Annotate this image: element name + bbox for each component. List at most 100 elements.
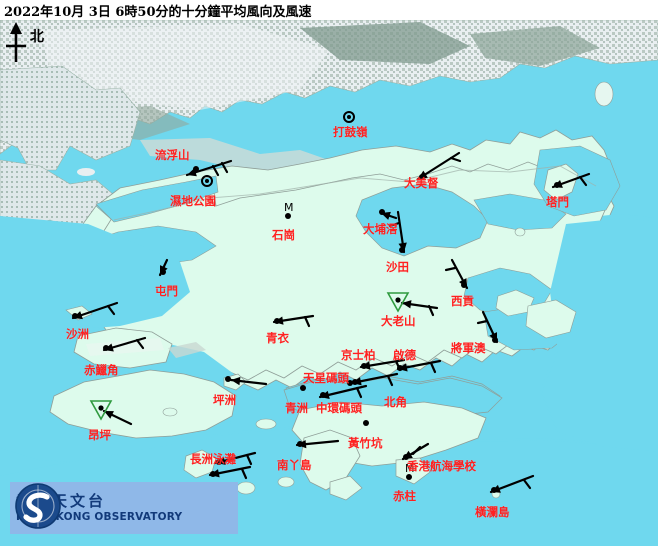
station-marker[interactable] bbox=[210, 471, 216, 477]
station-marker[interactable] bbox=[297, 441, 303, 447]
station-marker[interactable] bbox=[347, 380, 353, 386]
tolo-channel-2 bbox=[473, 193, 567, 231]
station-marker[interactable] bbox=[361, 363, 367, 369]
station-marker[interactable] bbox=[397, 365, 403, 371]
station-label-25[interactable]: 南丫島 bbox=[277, 458, 312, 472]
calm-circle-icon bbox=[201, 175, 213, 187]
station-marker[interactable]: M bbox=[405, 462, 415, 480]
high-island bbox=[525, 299, 577, 339]
station-label-27[interactable]: 香港航海學校 bbox=[407, 459, 476, 473]
sea-fill-west bbox=[0, 216, 190, 330]
station-marker[interactable] bbox=[379, 209, 385, 215]
basemap-svg bbox=[0, 20, 658, 546]
station-label-3[interactable]: 石崗 bbox=[272, 228, 295, 242]
station-marker[interactable] bbox=[320, 392, 326, 398]
station-marker[interactable] bbox=[399, 247, 405, 253]
station-label-6[interactable]: 大埔滘 bbox=[363, 222, 398, 236]
mainland-green-patch-2 bbox=[470, 26, 600, 66]
station-marker[interactable] bbox=[492, 337, 498, 343]
station-label-0[interactable]: 流浮山 bbox=[155, 148, 190, 162]
station-label-9[interactable]: 大老山 bbox=[381, 314, 416, 328]
wind-barb-tick bbox=[411, 445, 422, 456]
lamma-tail bbox=[329, 475, 363, 501]
wind-barb-arrowhead bbox=[231, 376, 241, 386]
station-marker[interactable] bbox=[363, 420, 369, 426]
station-marker[interactable] bbox=[160, 269, 166, 275]
station-label-21[interactable]: 中環碼頭 bbox=[316, 401, 362, 415]
station-marker[interactable] bbox=[491, 487, 497, 493]
station-marker[interactable] bbox=[225, 376, 231, 382]
station-marker[interactable] bbox=[72, 313, 78, 319]
station-dot-icon bbox=[205, 179, 209, 183]
wind-map-canvas: M M 流浮山濕地公園 打鼓嶺石崗 大美督塔門大埔滘沙田西貢大老山將軍澳 屯門沙洲赤鱲角… bbox=[0, 20, 658, 546]
lantau-island bbox=[49, 369, 237, 439]
marine-M-icon: M bbox=[405, 462, 415, 475]
wind-barb-tick bbox=[444, 266, 457, 272]
station-marker[interactable] bbox=[201, 175, 213, 187]
wind-barb-tick bbox=[427, 304, 435, 317]
station-dot-icon bbox=[399, 247, 405, 253]
station-label-26[interactable]: 黃竹坑 bbox=[348, 436, 383, 450]
station-marker[interactable] bbox=[193, 166, 199, 172]
lantau-link bbox=[168, 342, 206, 358]
station-dot-icon bbox=[492, 337, 498, 343]
station-label-28[interactable]: 赤柱 bbox=[393, 489, 416, 503]
station-dot-icon bbox=[379, 209, 385, 215]
station-dot-icon bbox=[193, 166, 199, 172]
wind-barb-tick bbox=[355, 386, 363, 399]
station-label-23[interactable]: 長洲泳灘 bbox=[190, 452, 236, 466]
station-marker[interactable] bbox=[343, 111, 355, 123]
station-dot-icon bbox=[352, 379, 358, 385]
station-dot-icon bbox=[297, 441, 303, 447]
station-marker[interactable] bbox=[300, 385, 306, 391]
station-marker[interactable] bbox=[461, 282, 467, 288]
station-label-13[interactable]: 赤鱲角 bbox=[84, 363, 119, 377]
station-marker[interactable] bbox=[89, 400, 113, 421]
stanley-peninsula bbox=[395, 457, 431, 485]
station-marker[interactable] bbox=[352, 379, 358, 385]
station-label-5[interactable]: 塔門 bbox=[546, 195, 569, 209]
station-label-19[interactable]: 啟德 bbox=[393, 348, 416, 362]
station-label-22[interactable]: 北角 bbox=[384, 395, 407, 409]
station-marker[interactable] bbox=[386, 292, 410, 313]
station-label-12[interactable]: 沙洲 bbox=[66, 327, 89, 341]
station-dot-icon bbox=[397, 365, 403, 371]
station-dot-icon bbox=[274, 318, 280, 324]
mainland-green-patch-1 bbox=[300, 22, 470, 64]
station-marker[interactable] bbox=[419, 174, 425, 180]
station-label-11[interactable]: 屯門 bbox=[155, 284, 178, 298]
station-marker[interactable] bbox=[103, 345, 109, 351]
mainland-peninsula-west bbox=[0, 65, 141, 171]
station-label-2[interactable]: 打鼓嶺 bbox=[333, 125, 368, 139]
page-title: 2022年10月 3日 6時50分的十分鐘平均風向及風速 bbox=[4, 5, 312, 20]
station-dot-icon bbox=[363, 420, 369, 426]
station-dot-icon bbox=[347, 115, 351, 119]
station-label-17[interactable]: 青洲 bbox=[285, 401, 308, 415]
station-label-14[interactable]: 昂坪 bbox=[88, 428, 111, 442]
station-marker[interactable] bbox=[554, 182, 560, 188]
station-label-8[interactable]: 西貢 bbox=[451, 294, 474, 308]
wind-barb-tick bbox=[476, 319, 489, 325]
station-label-10[interactable]: 將軍澳 bbox=[451, 341, 486, 355]
station-label-16[interactable]: 青衣 bbox=[266, 331, 289, 345]
station-label-4[interactable]: 大美督 bbox=[404, 176, 439, 190]
station-marker[interactable] bbox=[274, 318, 280, 324]
station-label-7[interactable]: 沙田 bbox=[386, 260, 409, 274]
station-marker[interactable]: M bbox=[284, 201, 294, 219]
station-marker[interactable] bbox=[403, 454, 409, 460]
station-label-15[interactable]: 坪洲 bbox=[213, 393, 236, 407]
station-dot-icon bbox=[98, 405, 104, 411]
station-label-1[interactable]: 濕地公園 bbox=[170, 194, 216, 208]
station-marker[interactable] bbox=[216, 459, 222, 465]
station-label-20[interactable]: 天星碼頭 bbox=[303, 371, 349, 385]
station-label-29[interactable]: 橫瀾島 bbox=[475, 505, 510, 519]
wind-barb-tick bbox=[303, 315, 311, 328]
wind-barb-tick bbox=[106, 304, 116, 316]
wind-barb-tick bbox=[578, 175, 588, 187]
station-dot-icon bbox=[300, 385, 306, 391]
islet-4 bbox=[162, 407, 178, 417]
station-dot-icon bbox=[216, 459, 222, 465]
station-label-18[interactable]: 京士柏 bbox=[341, 348, 376, 362]
station-dot-icon bbox=[210, 471, 216, 477]
wind-barb bbox=[102, 409, 133, 426]
